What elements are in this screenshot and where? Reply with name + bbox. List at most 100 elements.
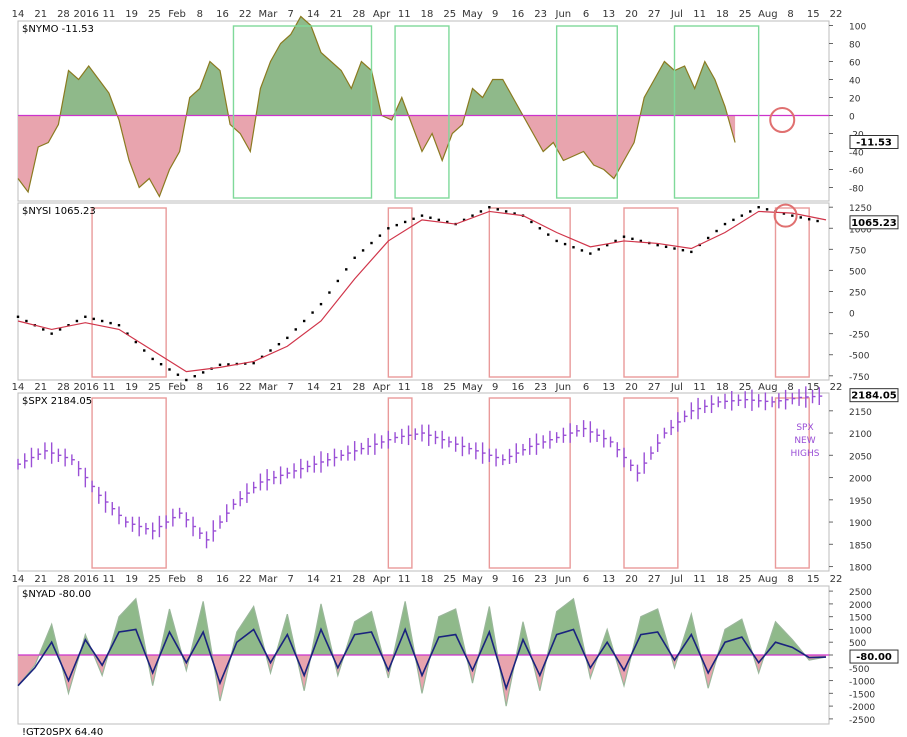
nyad-y-tick-label: 1500 [849,614,872,624]
nysi-point [58,328,62,331]
nysi-point [656,243,659,247]
x-tick-label: 18 [421,382,434,393]
x-tick-label: Mar [259,9,279,20]
x-tick-label: Aug [758,9,778,20]
nysi-panel [17,202,830,381]
x-tick-label: 11 [693,574,706,585]
nysi-point [420,214,424,217]
nyad-last-value-label: -80.00 [856,652,892,663]
nymo-highlight-box [555,25,618,199]
x-tick-label: Jun [555,9,572,20]
nyad-y-tick-label: -1500 [849,690,875,700]
nysi-point [799,216,802,219]
nysi-point [429,216,432,219]
nysi-point [706,236,710,240]
nysi-point [302,319,306,323]
x-tick-label: 27 [648,574,661,585]
x-tick-label: 25 [739,9,752,20]
x-tick-label: Apr [373,382,391,393]
nysi-point [109,321,112,325]
nymo-line [17,15,736,198]
x-tick-label: 11 [693,382,706,393]
x-tick-label: Feb [168,574,186,585]
x-tick-label: 8 [197,9,203,20]
x-tick-label: 13 [602,9,615,20]
nysi-y-tick-label: 250 [849,289,866,299]
nysi-last-value-box [849,215,899,230]
nysi-y-tick-label: 750 [849,246,866,256]
nysi-point [311,311,314,314]
nysi-point [740,214,744,217]
nysi-point [563,242,567,246]
x-tick-label: 7 [287,9,293,20]
x-tick-label: Jul [670,9,683,20]
nysi-point [395,223,398,227]
spx-highlight-box [623,397,679,569]
x-tick-label: 8 [787,382,793,393]
x-tick-label: 25 [148,574,161,585]
nysi-point [260,355,264,359]
x-tick-label: 9 [492,382,498,393]
x-tick-label: 8 [787,9,793,20]
x-tick-label: 21 [330,382,343,393]
spx-annotation: NEW [794,436,815,446]
x-tick-label: 16 [512,574,525,585]
x-tick-label: 11 [103,9,116,20]
nysi-point [42,328,45,331]
x-tick-label: 21 [34,9,47,20]
nysi-highlight-box [623,207,679,378]
x-tick-label: 9 [492,574,498,585]
x-tick-label: May [462,9,483,20]
x-tick-label: 18 [716,382,729,393]
nysi-point [639,239,643,243]
x-tick-label: 19 [125,9,138,20]
x-tick-label: 20 [625,9,638,20]
nysi-point [387,227,390,230]
nysi-point [715,229,718,233]
x-tick-label: 11 [103,574,116,585]
nysi-y-tick-label: -500 [849,352,870,362]
x-tick-label: 28 [352,574,365,585]
x-tick-label: 13 [602,382,615,393]
x-tick-label: 6 [583,9,589,20]
x-tick-label: 6 [583,382,589,393]
nysi-last-value-label: 1065.23 [851,218,897,229]
nymo-y-tick-label: -40 [849,149,864,159]
nysi-point [403,220,407,224]
nymo-y-tick-label: -60 [849,167,864,177]
x-tick-label: 14 [307,574,320,585]
x-tick-label: 2016 [73,574,98,585]
x-tick-label: 27 [648,382,661,393]
x-tick-label: 7 [287,382,293,393]
x-tick-label: 19 [125,574,138,585]
nysi-title: $NYSI 1065.23 [22,206,96,217]
nysi-y-tick-label: 0 [849,310,855,320]
spx-y-tick-label: 2000 [849,475,872,485]
x-tick-label: 25 [739,382,752,393]
x-tick-label: 22 [830,574,843,585]
x-tick-label: Apr [373,574,391,585]
x-tick-label: Jul [670,574,683,585]
nysi-point [361,249,365,252]
x-tick-label: 23 [534,9,547,20]
nysi-point [681,249,685,252]
nyad-y-tick-label: -1000 [849,678,875,688]
x-tick-label: 23 [534,382,547,393]
x-tick-label: 16 [512,9,525,20]
nysi-point [50,332,53,335]
nysi-point [143,349,146,352]
nysi-point [294,328,297,331]
nysi-point [723,222,727,226]
x-tick-label: 27 [648,9,661,20]
nyad-y-tick-label: -2000 [849,703,875,713]
nysi-highlight-box [488,207,571,378]
x-tick-label: 18 [421,9,434,20]
nyad-positive-area [18,598,826,655]
nymo-circle-marker [769,107,796,133]
nymo-y-tick-label: 60 [849,59,861,69]
x-tick-label: 2016 [73,382,98,393]
x-tick-label: Feb [168,9,186,20]
nymo-negative-area [18,115,736,197]
x-tick-label: Apr [373,9,391,20]
x-tick-label: 11 [103,382,116,393]
